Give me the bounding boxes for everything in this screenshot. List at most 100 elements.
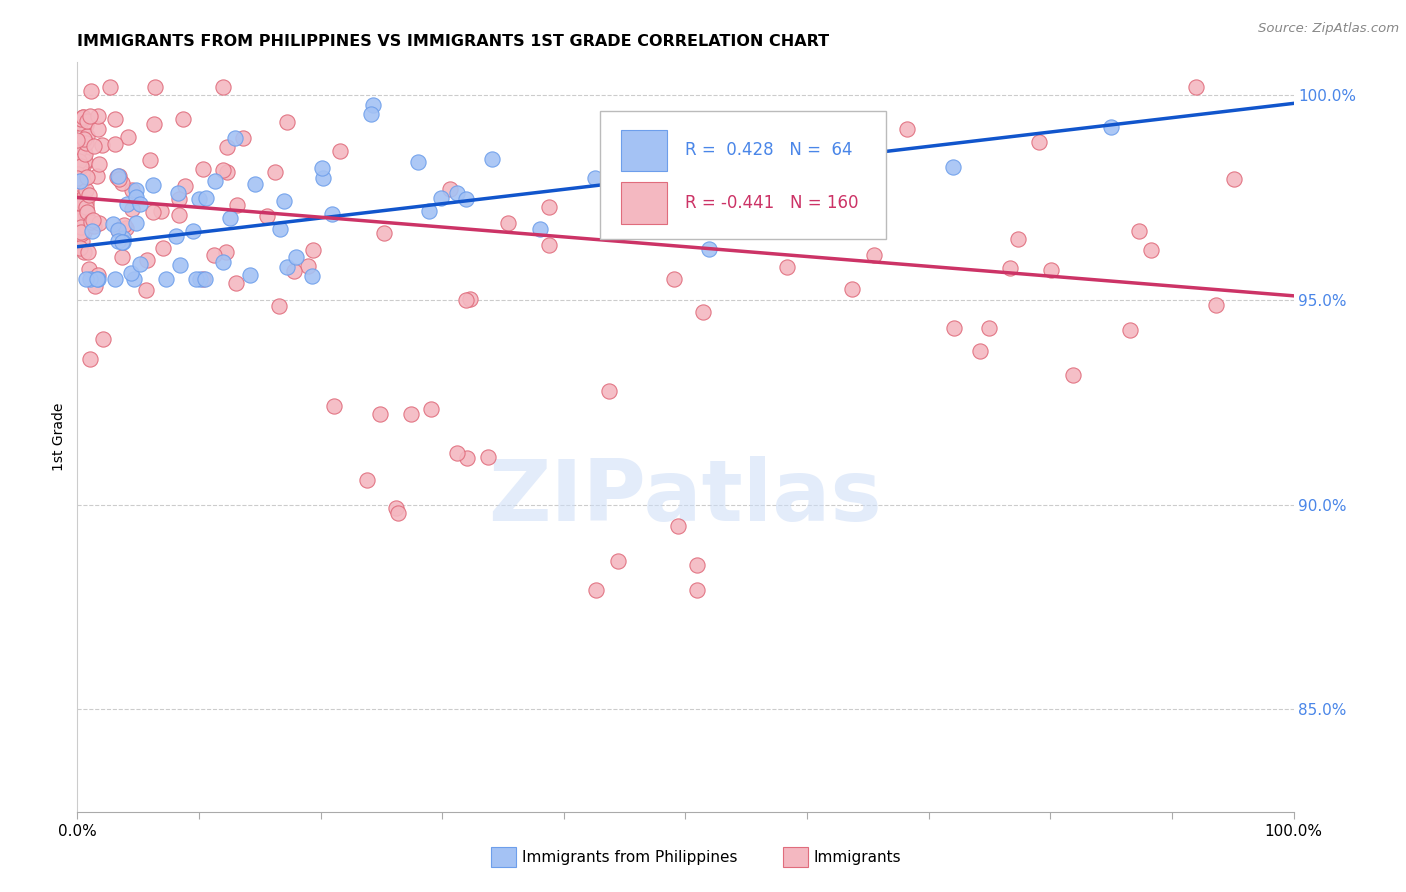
Point	[129, 257, 152, 271]
Point	[75, 219, 97, 234]
Point	[103, 272, 125, 286]
Point	[373, 226, 395, 240]
Point	[167, 193, 190, 207]
Point	[456, 293, 478, 307]
Point	[73, 153, 96, 168]
Point	[191, 272, 214, 286]
Point	[83, 219, 105, 233]
Point	[195, 191, 218, 205]
Point	[1007, 232, 1029, 246]
Point	[75, 202, 97, 217]
Point	[87, 122, 110, 136]
Point	[107, 223, 129, 237]
Point	[329, 144, 352, 158]
Point	[77, 187, 100, 202]
Point	[129, 196, 152, 211]
Point	[136, 253, 159, 268]
Point	[69, 182, 91, 196]
Point	[273, 194, 295, 208]
Point	[73, 225, 96, 239]
Point	[70, 165, 93, 179]
Point	[215, 244, 238, 259]
Point	[66, 116, 89, 130]
Point	[98, 80, 121, 95]
Point	[77, 244, 100, 259]
Point	[1184, 80, 1206, 95]
Point	[610, 146, 633, 161]
Point	[311, 161, 333, 176]
Point	[76, 128, 98, 143]
Point	[73, 190, 96, 204]
Point	[1039, 262, 1062, 277]
Point	[202, 248, 225, 262]
Point	[356, 473, 378, 487]
Point	[107, 234, 129, 248]
Point	[142, 178, 165, 192]
Point	[218, 211, 240, 225]
Point	[862, 248, 884, 262]
Text: Immigrants from Philippines: Immigrants from Philippines	[522, 850, 737, 864]
Point	[321, 207, 343, 221]
Point	[80, 84, 103, 98]
Point	[72, 220, 94, 235]
Point	[284, 250, 307, 264]
Point	[125, 183, 148, 197]
Point	[79, 272, 101, 286]
Point	[80, 215, 103, 229]
Point	[89, 216, 111, 230]
Point	[70, 159, 93, 173]
Point	[73, 132, 96, 146]
Point	[276, 260, 298, 275]
Point	[70, 227, 93, 241]
Point	[368, 407, 391, 421]
Point	[104, 112, 127, 127]
Point	[152, 242, 174, 256]
Point	[537, 238, 560, 252]
Point	[297, 259, 319, 273]
Point	[79, 109, 101, 123]
Point	[107, 169, 129, 183]
Point	[75, 201, 97, 215]
Point	[111, 177, 134, 191]
Text: IMMIGRANTS FROM PHILIPPINES VS IMMIGRANTS 1ST GRADE CORRELATION CHART: IMMIGRANTS FROM PHILIPPINES VS IMMIGRANT…	[77, 34, 830, 49]
Point	[1222, 172, 1244, 186]
Point	[87, 272, 110, 286]
Point	[211, 163, 233, 178]
Point	[84, 278, 107, 293]
Point	[204, 174, 226, 188]
Point	[66, 211, 89, 225]
Point	[142, 205, 165, 219]
Point	[264, 165, 287, 179]
Point	[243, 177, 266, 191]
Point	[1139, 244, 1161, 258]
Point	[419, 402, 441, 417]
Point	[430, 191, 453, 205]
Point	[211, 254, 233, 268]
Point	[67, 134, 90, 148]
Point	[76, 169, 98, 184]
Point	[699, 242, 721, 256]
Point	[69, 195, 91, 210]
Point	[841, 282, 863, 296]
Point	[169, 258, 191, 272]
Point	[139, 153, 162, 168]
Point	[73, 145, 96, 159]
Point	[87, 268, 110, 282]
Point	[184, 272, 207, 286]
Point	[107, 170, 129, 185]
Point	[143, 80, 166, 95]
Point	[75, 195, 97, 210]
Point	[212, 80, 235, 95]
Point	[167, 186, 190, 200]
Point	[73, 245, 96, 260]
Point	[101, 217, 124, 231]
Point	[538, 200, 561, 214]
Point	[598, 384, 620, 398]
Point	[188, 272, 211, 286]
Point	[75, 207, 97, 221]
Point	[70, 199, 93, 213]
Point	[529, 222, 551, 236]
Point	[76, 214, 98, 228]
Point	[181, 224, 204, 238]
Point	[75, 133, 97, 147]
